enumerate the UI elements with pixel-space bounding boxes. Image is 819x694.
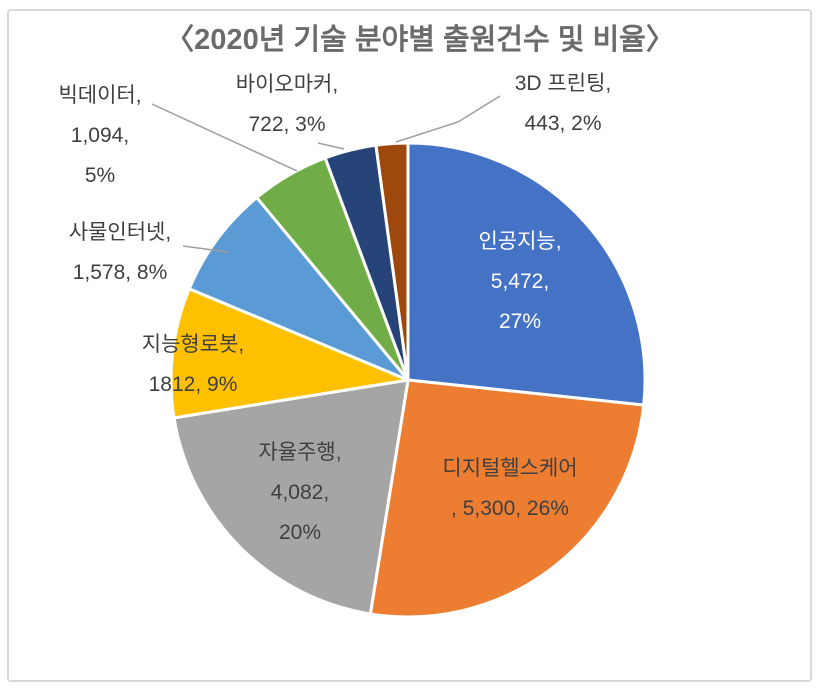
label-digital-healthcare: 디지털헬스케어 , 5,300, 26%: [442, 457, 578, 520]
pie-slice-1: [368, 378, 646, 619]
pie-slice-2: [172, 378, 410, 616]
chart-title: 〈2020년 기술 분야별 출원건수 및 비율〉: [165, 24, 675, 56]
label-autonomous-driving: 자율주행, 4,082, 20%: [258, 441, 342, 544]
label-iot: 사물인터넷, 1,578, 8%: [68, 221, 172, 284]
leader-line-3d-printing: [395, 95, 501, 143]
label-3d-printing: 3D 프린팅, 443, 2%: [514, 72, 612, 135]
leader-line-iot: [182, 245, 229, 253]
pie-slices: [169, 141, 647, 619]
label-biomarker: 바이오마커, 722, 3%: [235, 73, 339, 136]
label-intelligent-robot: 지능형로봇, 1812, 9%: [141, 333, 245, 396]
pie-slice-3: [169, 287, 410, 420]
pie-slice-0: [406, 141, 647, 407]
pie-slice-4: [187, 196, 410, 382]
label-bigdata: 빅데이터, 1,094, 5%: [58, 84, 142, 187]
pie-slice-7: [374, 141, 410, 382]
leader-line-biomarker: [317, 142, 345, 150]
label-ai: 인공지능, 5,472, 27%: [478, 230, 562, 333]
leader-line-bigdata: [151, 103, 298, 172]
